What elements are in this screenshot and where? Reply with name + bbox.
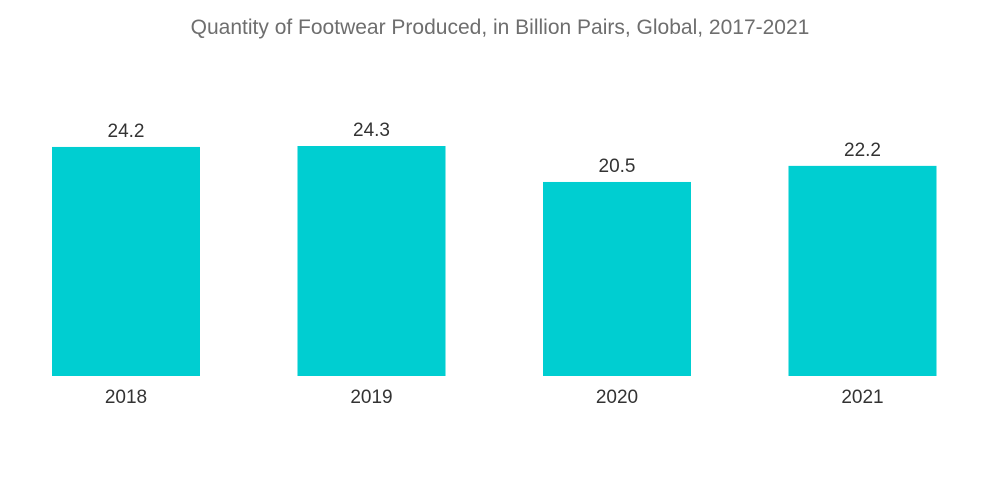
x-tick-label-2019: 2019 [350,387,392,408]
x-tick-label-2018: 2018 [105,387,147,408]
bar-2018 [52,146,200,376]
bar-2020 [543,181,691,376]
chart-title: Quantity of Footwear Produced, in Billio… [190,16,810,39]
bar-2021 [788,165,937,376]
data-label-2021: 22.2 [844,140,881,161]
x-tick-label-2021: 2021 [841,387,883,408]
data-label-2018: 24.2 [108,121,145,142]
x-tick-label-2020: 2020 [596,387,638,408]
data-label-2020: 20.5 [599,156,636,177]
bar-2019 [297,146,446,376]
data-label-2019: 24.3 [353,120,390,141]
